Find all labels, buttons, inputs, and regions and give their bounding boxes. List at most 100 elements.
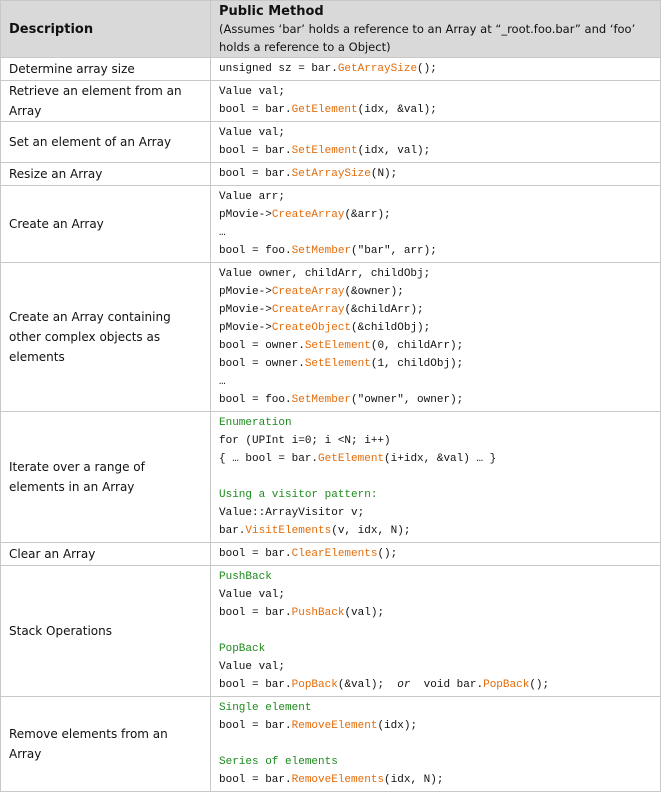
code-text: (1, childObj); bbox=[370, 358, 464, 370]
method-name: GetElement bbox=[291, 104, 358, 116]
code-text: bool = bar. bbox=[219, 548, 292, 560]
description-header: Description bbox=[0, 0, 211, 58]
row-description: Resize an Array bbox=[0, 162, 211, 186]
code-text: (0, childArr); bbox=[370, 340, 464, 352]
code-text: ("owner", owner); bbox=[351, 394, 464, 406]
code-text: bool = owner. bbox=[219, 358, 305, 370]
code-text: (idx, &val); bbox=[357, 104, 437, 116]
code-text: unsigned sz = bar. bbox=[219, 63, 338, 75]
method-name: SetElement bbox=[304, 340, 371, 352]
code-text: bool = bar. bbox=[219, 104, 292, 116]
row-description: Clear an Array bbox=[0, 542, 211, 566]
code-line: bar.VisitElements(v, idx, N); bbox=[219, 522, 652, 540]
method-name: SetArraySize bbox=[291, 168, 371, 180]
code-line: bool = bar.GetElement(idx, &val); bbox=[219, 101, 652, 119]
row-code: Value val; bool = bar.GetElement(idx, &va… bbox=[210, 80, 661, 122]
method-name: GetElement bbox=[318, 453, 385, 465]
code-text: for (UPInt i=0; i <N; i++) bbox=[219, 435, 391, 447]
table-row: Create an Array containing other complex… bbox=[0, 262, 661, 412]
code-text: { … bool = bar. bbox=[219, 453, 319, 465]
method-name: CreateArray bbox=[271, 304, 345, 316]
code-comment: Using a visitor pattern: bbox=[219, 489, 378, 501]
code-text: Value val; bbox=[219, 127, 286, 139]
code-line: unsigned sz = bar.GetArraySize(); bbox=[219, 60, 652, 78]
row-code: unsigned sz = bar.GetArraySize(); bbox=[210, 57, 661, 81]
code-line: pMovie->CreateObject(&childObj); bbox=[219, 319, 652, 337]
method-name: CreateArray bbox=[271, 209, 345, 221]
code-text: (idx, N); bbox=[384, 774, 444, 786]
code-text: pMovie-> bbox=[219, 286, 272, 298]
code-text: bool = bar. bbox=[219, 607, 292, 619]
code-text: Value arr; bbox=[219, 191, 286, 203]
code-line: bool = bar.RemoveElements(idx, N); bbox=[219, 771, 652, 789]
code-line bbox=[219, 622, 652, 640]
table-row: Stack Operations PushBack Value val; bool =… bbox=[0, 565, 661, 697]
code-text: (v, idx, N); bbox=[331, 525, 411, 537]
code-line: … bbox=[219, 224, 652, 242]
code-text: (&val); bbox=[337, 679, 398, 691]
code-text: bool = foo. bbox=[219, 245, 292, 257]
table-body: Determine array size unsigned sz = bar.Ge… bbox=[0, 57, 661, 792]
row-code: PushBack Value val; bool = bar.PushBack(va… bbox=[210, 565, 661, 697]
code-text: bool = bar. bbox=[219, 145, 292, 157]
code-line: Using a visitor pattern: bbox=[219, 486, 652, 504]
row-description: Remove elements from an Array bbox=[0, 696, 211, 792]
code-text: (N); bbox=[370, 168, 398, 180]
code-line: Series of elements bbox=[219, 753, 652, 771]
row-description: Stack Operations bbox=[0, 565, 211, 697]
code-text: bar. bbox=[219, 525, 246, 537]
row-description: Retrieve an element from an Array bbox=[0, 80, 211, 122]
code-comment: Enumeration bbox=[219, 417, 292, 429]
code-text: (&childObj); bbox=[351, 322, 431, 334]
table-row: Remove elements from an Array Single elem… bbox=[0, 696, 661, 792]
table-row: Iterate over a range of elements in an A… bbox=[0, 411, 661, 543]
code-text: (); bbox=[417, 63, 437, 75]
table-row: Resize an Array bool = bar.SetArraySize(N… bbox=[0, 162, 661, 186]
code-line: Value val; bbox=[219, 83, 652, 101]
code-text: (idx); bbox=[377, 720, 418, 732]
public-method-header: Public Method (Assumes ‘bar’ holds a ref… bbox=[210, 0, 661, 58]
method-name: ClearElements bbox=[291, 548, 378, 560]
code-text: (idx, val); bbox=[357, 145, 431, 157]
public-method-note: (Assumes ‘bar’ holds a reference to an A… bbox=[219, 21, 636, 54]
code-line: … bbox=[219, 373, 652, 391]
code-text: (&childArr); bbox=[344, 304, 424, 316]
method-name: GetArraySize bbox=[337, 63, 418, 75]
code-line: bool = bar.SetArraySize(N); bbox=[219, 165, 652, 183]
method-name: VisitElements bbox=[245, 525, 332, 537]
code-line: bool = owner.SetElement(0, childArr); bbox=[219, 337, 652, 355]
table-row: Set an element of an Array Value val; bool… bbox=[0, 121, 661, 163]
method-name: SetMember bbox=[291, 245, 352, 257]
code-line: bool = bar.PushBack(val); bbox=[219, 604, 652, 622]
code-text: bool = bar. bbox=[219, 774, 292, 786]
code-text: pMovie-> bbox=[219, 322, 272, 334]
code-text: (); bbox=[529, 679, 550, 691]
code-text: ("bar", arr); bbox=[351, 245, 437, 257]
method-name: PushBack bbox=[291, 607, 345, 619]
code-line: pMovie->CreateArray(&arr); bbox=[219, 206, 652, 224]
code-line: bool = foo.SetMember("owner", owner); bbox=[219, 391, 652, 409]
code-text: bool = bar. bbox=[219, 679, 292, 691]
method-name: RemoveElements bbox=[291, 774, 385, 786]
code-text: bool = owner. bbox=[219, 340, 305, 352]
row-code: bool = bar.ClearElements(); bbox=[210, 542, 661, 566]
code-text: (&owner); bbox=[344, 286, 404, 298]
method-name: SetElement bbox=[304, 358, 371, 370]
row-code: Single element bool = bar.RemoveElement(i… bbox=[210, 696, 661, 792]
code-line: bool = bar.RemoveElement(idx); bbox=[219, 717, 652, 735]
code-line: for (UPInt i=0; i <N; i++) bbox=[219, 432, 652, 450]
code-text: void bar. bbox=[410, 679, 484, 691]
code-line: bool = owner.SetElement(1, childObj); bbox=[219, 355, 652, 373]
code-line: PushBack bbox=[219, 568, 652, 586]
code-line: Value owner, childArr, childObj; bbox=[219, 265, 652, 283]
method-name: SetMember bbox=[291, 394, 352, 406]
code-text: bool = foo. bbox=[219, 394, 292, 406]
code-line: bool = bar.SetElement(idx, val); bbox=[219, 142, 652, 160]
code-text: pMovie-> bbox=[219, 304, 272, 316]
code-line: bool = bar.PopBack(&val); or void bar.Po… bbox=[219, 676, 652, 694]
code-text: Value owner, childArr, childObj; bbox=[219, 268, 431, 280]
code-line bbox=[219, 735, 652, 753]
code-text: … bbox=[219, 227, 226, 239]
code-line bbox=[219, 468, 652, 486]
